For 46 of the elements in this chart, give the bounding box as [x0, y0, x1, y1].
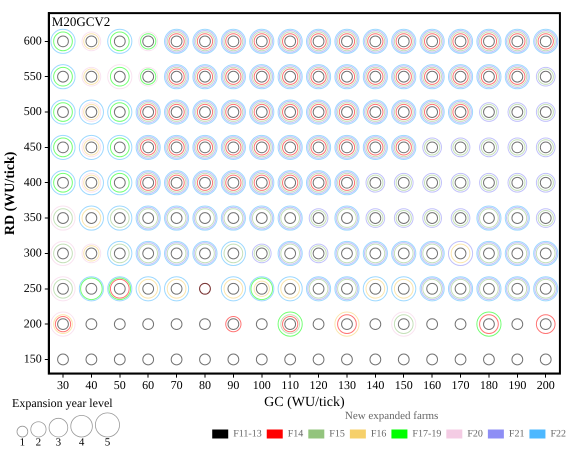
y-tick-label: 500	[24, 104, 42, 118]
y-tick-label: 600	[24, 34, 42, 48]
x-tick-label: 30	[57, 378, 69, 392]
legend-label: F15	[329, 428, 345, 440]
y-tick-label: 250	[24, 280, 42, 295]
x-tick-label: 190	[508, 378, 526, 392]
legend-label: 2	[36, 436, 42, 448]
y-tick-label: 550	[24, 68, 42, 83]
legend-label: 5	[104, 436, 111, 448]
x-tick-label: 150	[394, 378, 413, 392]
x-tick-label: 120	[310, 378, 328, 392]
x-tick-label: 70	[170, 378, 183, 392]
x-tick-label: 90	[227, 378, 240, 392]
x-tick-label: 60	[142, 378, 154, 392]
x-tick-label: 50	[114, 378, 126, 392]
legend-label: F20	[467, 428, 483, 440]
x-tick-label: 100	[252, 378, 271, 392]
x-tick-label: 180	[480, 378, 498, 392]
legend-label: 1	[20, 436, 26, 448]
x-tick-label: 80	[198, 378, 211, 392]
x-tick-label: 140	[366, 378, 384, 392]
y-tick-label: 450	[24, 140, 42, 154]
legend-label: F17-19	[412, 428, 442, 440]
chart-title: M20GCV2	[52, 14, 110, 29]
legend-label: F21	[508, 428, 524, 440]
legend-label: F22	[550, 428, 566, 440]
x-axis-title: GC (WU/tick)	[264, 395, 345, 410]
legend-label: F11-13	[233, 428, 262, 440]
text: Expansion year level	[12, 396, 114, 410]
y-axis-title: RD (WU/tick)	[3, 151, 18, 236]
x-tick-label: 200	[536, 378, 555, 392]
y-tick-label: 150	[24, 352, 42, 366]
x-tick-label: 40	[85, 378, 98, 392]
x-tick-label: 110	[281, 378, 299, 392]
legend-label: F16	[370, 428, 386, 440]
x-tick-label: 170	[452, 378, 470, 392]
y-tick-label: 400	[24, 174, 42, 189]
y-tick-label: 350	[24, 210, 42, 224]
y-tick-label: 300	[24, 246, 42, 260]
legend-label: 4	[78, 436, 85, 448]
x-tick-label: 160	[423, 378, 442, 392]
x-tick-label: 130	[338, 378, 356, 392]
legend-label: 3	[56, 436, 62, 448]
legend-title: New expanded farms	[344, 410, 438, 422]
y-tick-label: 200	[24, 316, 42, 330]
legend-label: F14	[288, 428, 304, 440]
